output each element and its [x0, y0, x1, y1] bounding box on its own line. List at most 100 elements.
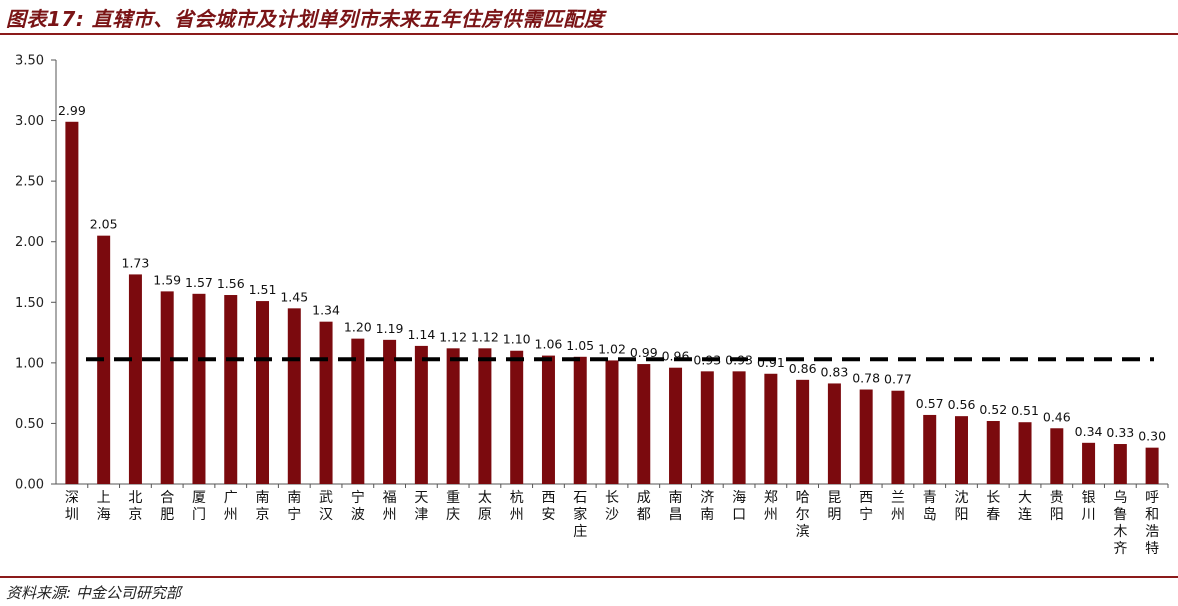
- bar: [192, 293, 206, 484]
- category-label: 杭州: [510, 490, 524, 523]
- category-label: 深圳: [65, 490, 79, 523]
- y-tick-label: 1.00: [15, 356, 44, 371]
- bar: [669, 367, 683, 484]
- category-label: 成都: [637, 490, 651, 523]
- category-label: 大连: [1018, 490, 1032, 523]
- category-label: 长沙: [605, 490, 619, 523]
- category-label: 太原: [478, 490, 492, 523]
- data-label: 1.20: [344, 320, 372, 335]
- bar: [1082, 442, 1096, 484]
- bar: [986, 421, 1000, 484]
- data-label: 0.33: [1106, 425, 1134, 440]
- bar: [256, 301, 270, 484]
- data-label: 1.73: [122, 255, 150, 270]
- y-tick-label: 2.50: [15, 175, 44, 190]
- bar: [351, 338, 365, 484]
- data-label: 1.34: [312, 303, 340, 318]
- data-label: 0.96: [662, 349, 690, 364]
- category-label: 福州: [383, 490, 397, 523]
- bar: [478, 348, 492, 484]
- category-label: 广州: [224, 490, 238, 523]
- bar: [446, 348, 460, 484]
- category-label: 海口: [732, 490, 746, 523]
- bar: [573, 356, 587, 484]
- bar: [859, 389, 873, 484]
- data-label: 0.46: [1043, 409, 1071, 424]
- data-label: 1.12: [439, 329, 467, 344]
- category-label: 西安: [541, 490, 555, 523]
- category-label: 兰州: [891, 490, 905, 523]
- data-label: 1.51: [249, 282, 277, 297]
- bar: [65, 121, 79, 484]
- y-tick-label: 3.50: [15, 54, 44, 69]
- category-label: 武汉: [319, 490, 333, 523]
- bar: [287, 308, 301, 484]
- top-rule: [0, 33, 1178, 35]
- category-label: 南昌: [669, 490, 683, 523]
- bar: [1018, 422, 1032, 484]
- category-label: 合肥: [160, 490, 174, 523]
- bar: [224, 295, 238, 484]
- category-label: 西宁: [859, 490, 873, 523]
- bar: [319, 321, 333, 484]
- data-label: 1.59: [153, 272, 181, 287]
- bar: [764, 373, 778, 484]
- category-label: 长春: [986, 490, 1000, 523]
- data-label: 0.30: [1138, 429, 1166, 444]
- bar: [414, 345, 428, 484]
- data-label: 0.51: [1011, 403, 1039, 418]
- bar: [732, 371, 746, 484]
- bar: [605, 360, 619, 484]
- data-label: 1.19: [376, 321, 404, 336]
- category-label: 北京: [128, 490, 142, 523]
- bottom-rule: [0, 576, 1178, 578]
- data-label: 1.02: [598, 341, 626, 356]
- data-label: 0.52: [979, 402, 1007, 417]
- bar: [891, 390, 905, 484]
- data-label: 1.10: [503, 332, 531, 347]
- bar: [1145, 447, 1159, 484]
- category-label: 银川: [1082, 490, 1096, 523]
- source-note: 资料来源: 中金公司研究部: [6, 584, 181, 602]
- y-tick-label: 0.50: [15, 417, 44, 432]
- bar: [1113, 444, 1127, 484]
- bar: [923, 414, 937, 484]
- category-label: 重庆: [446, 490, 460, 523]
- category-label: 济南: [700, 490, 714, 523]
- data-label: 1.05: [566, 338, 594, 353]
- bar: [541, 355, 555, 484]
- data-label: 0.91: [757, 355, 785, 370]
- figure-title: 图表17: 直辖市、省会城市及计划单列市未来五年住房供需匹配度: [6, 7, 605, 31]
- data-label: 1.14: [407, 327, 435, 342]
- data-label: 1.12: [471, 329, 499, 344]
- data-label: 1.57: [185, 275, 213, 290]
- category-label: 贵阳: [1050, 490, 1064, 523]
- data-label: 2.05: [90, 217, 118, 232]
- bar: [510, 350, 524, 484]
- data-label: 0.83: [820, 364, 848, 379]
- bar-chart: 0.00 0.50 1.00 1.50 2.00 2.50 3.00 3.50 2.99 深圳 2.…: [15, 54, 1169, 557]
- y-tick-label: 1.50: [15, 296, 44, 311]
- category-label: 青岛: [923, 490, 937, 523]
- category-label: 呼和浩特: [1145, 490, 1159, 557]
- data-label: 1.45: [280, 289, 308, 304]
- bar: [383, 339, 397, 484]
- y-tick-label: 2.00: [15, 235, 44, 250]
- category-label: 郑州: [764, 490, 778, 523]
- category-label: 天津: [414, 490, 428, 523]
- data-label: 1.06: [535, 337, 563, 352]
- y-tick-label: 3.00: [15, 114, 44, 129]
- category-label: 昆明: [827, 490, 841, 523]
- category-label: 沈阳: [954, 490, 968, 523]
- category-label: 乌鲁木齐: [1113, 490, 1127, 557]
- data-label: 0.77: [884, 372, 912, 387]
- data-label: 0.34: [1075, 424, 1103, 439]
- data-label: 0.86: [789, 361, 817, 376]
- category-label: 南宁: [287, 490, 301, 523]
- data-label: 1.56: [217, 276, 245, 291]
- data-label: 0.57: [916, 396, 944, 411]
- category-label: 哈尔滨: [796, 490, 810, 540]
- category-label: 厦门: [192, 490, 206, 523]
- bar: [796, 379, 810, 484]
